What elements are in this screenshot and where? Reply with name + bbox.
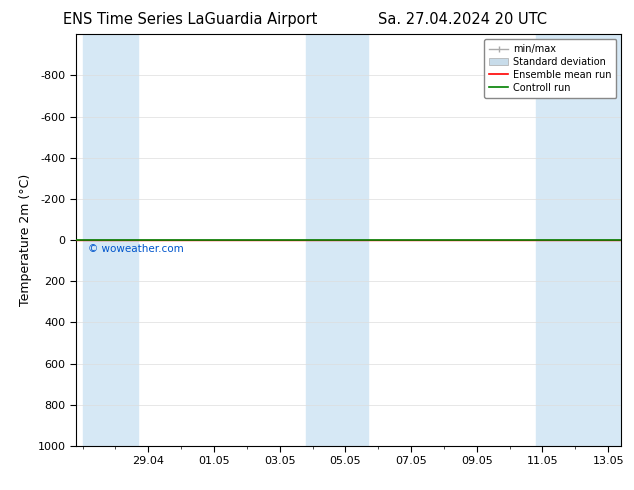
Bar: [306, 34, 368, 446]
Text: Sa. 27.04.2024 20 UTC: Sa. 27.04.2024 20 UTC: [378, 12, 547, 27]
Legend: min/max, Standard deviation, Ensemble mean run, Controll run: min/max, Standard deviation, Ensemble me…: [484, 39, 616, 98]
Y-axis label: Temperature 2m (°C): Temperature 2m (°C): [19, 174, 32, 306]
Text: ENS Time Series LaGuardia Airport: ENS Time Series LaGuardia Airport: [63, 12, 318, 27]
Bar: [536, 34, 621, 446]
Bar: [82, 34, 138, 446]
Text: © woweather.com: © woweather.com: [87, 244, 183, 254]
